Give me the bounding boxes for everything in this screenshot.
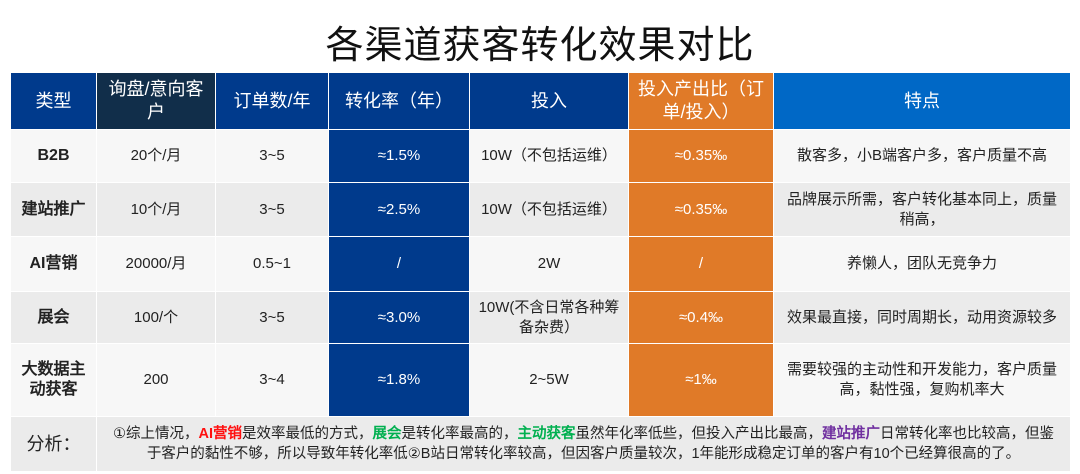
type-cell: B2B <box>10 129 97 183</box>
inquiry-cell: 20000/月 <box>96 236 216 292</box>
investment-cell: 2W <box>469 236 629 292</box>
analysis-segment: 虽然年化率低些，但投入产出比最高， <box>575 426 823 442</box>
analysis-segment: AI营销 <box>198 426 243 442</box>
investment-cell: 10W（不包括运维） <box>469 182 629 237</box>
table-row: 展会 100/个 3~5 ≈3.0% 10W(不含日常各种筹备杂费） ≈0.4‰ 效果最直接… <box>10 291 1071 344</box>
analysis-segment: 建站推广 <box>822 426 880 442</box>
analysis-label: 分析： <box>10 416 97 472</box>
header-orders: 订单数/年 <box>215 72 329 130</box>
conversion-cell: ≈1.5% <box>328 129 470 183</box>
conversion-cell: / <box>328 236 470 292</box>
type-cell: 大数据主动获客 <box>10 343 97 417</box>
roi-cell: ≈0.35‰ <box>628 129 774 183</box>
orders-cell: 3~5 <box>215 291 329 344</box>
inquiry-cell: 20个/月 <box>96 129 216 183</box>
header-row: 类型 询盘/意向客户 订单数/年 转化率（年） 投入 投入产出比（订单/投入） … <box>10 72 1071 130</box>
roi-cell: ≈1‰ <box>628 343 774 417</box>
type-cell: 建站推广 <box>10 182 97 237</box>
header-features: 特点 <box>773 72 1071 130</box>
inquiry-cell: 200 <box>96 343 216 417</box>
roi-cell: / <box>628 236 774 292</box>
features-cell: 效果最直接，同时周期长，动用资源较多 <box>773 291 1071 344</box>
conversion-cell: ≈2.5% <box>328 182 470 237</box>
features-cell: 养懒人，团队无竞争力 <box>773 236 1071 292</box>
analysis-segment: 主动获客 <box>517 426 576 442</box>
features-cell: 散客多，小B端客户多，客户质量不高 <box>773 129 1071 183</box>
analysis-segment: 是效率最低的方式， <box>242 426 373 442</box>
orders-cell: 0.5~1 <box>215 236 329 292</box>
features-cell: 需要较强的主动性和开发能力，客户质量高，黏性强，复购机率大 <box>773 343 1071 417</box>
analysis-segment: 是转化率最高的， <box>401 426 518 442</box>
roi-cell: ≈0.35‰ <box>628 182 774 237</box>
orders-cell: 3~5 <box>215 129 329 183</box>
roi-cell: ≈0.4‰ <box>628 291 774 344</box>
channel-comparison-table: 类型 询盘/意向客户 订单数/年 转化率（年） 投入 投入产出比（订单/投入） … <box>10 72 1071 472</box>
inquiry-cell: 100/个 <box>96 291 216 344</box>
analysis-text: ①综上情况，AI营销是效率最低的方式，展会是转化率最高的，主动获客虽然年化率低些… <box>96 416 1071 472</box>
header-roi: 投入产出比（订单/投入） <box>628 72 774 130</box>
investment-cell: 10W（不包括运维） <box>469 129 629 183</box>
table-row: B2B 20个/月 3~5 ≈1.5% 10W（不包括运维） ≈0.35‰ 散客多，小B端客… <box>10 129 1071 183</box>
inquiry-cell: 10个/月 <box>96 182 216 237</box>
orders-cell: 3~5 <box>215 182 329 237</box>
analysis-row: 分析： ①综上情况，AI营销是效率最低的方式，展会是转化率最高的，主动获客虽然年化… <box>10 416 1071 472</box>
table-row: AI营销 20000/月 0.5~1/2W / 养懒人，团队无竞争力 <box>10 236 1071 292</box>
type-cell: AI营销 <box>10 236 97 292</box>
orders-cell: 3~4 <box>215 343 329 417</box>
analysis-segment: ①综上情况， <box>113 426 199 442</box>
table-row: 建站推广 10个/月 3~5 ≈2.5% 10W（不包括运维） ≈0.35‰ 品牌展示所需，… <box>10 182 1071 237</box>
conversion-cell: ≈3.0% <box>328 291 470 344</box>
header-conversion: 转化率（年） <box>328 72 470 130</box>
type-cell: 展会 <box>10 291 97 344</box>
conversion-cell: ≈1.8% <box>328 343 470 417</box>
header-inquiry: 询盘/意向客户 <box>96 72 216 130</box>
header-type: 类型 <box>10 72 97 130</box>
header-investment: 投入 <box>469 72 629 130</box>
analysis-segment: 展会 <box>372 426 402 442</box>
investment-cell: 2~5W <box>469 343 629 417</box>
page-title: 各渠道获客转化效果对比 <box>325 25 755 67</box>
features-cell: 品牌展示所需，客户转化基本同上，质量稍高， <box>773 182 1071 237</box>
table-row: 大数据主动获客 200 3~4 ≈1.8% 2~5W ≈1‰ 需要较强的主动性和开发能力，客… <box>10 343 1071 417</box>
analysis-segment: 日常转化率也比较高，但鉴于客户的黏性不够，所以导致年转化率低②B站日常转化率较高… <box>146 426 1054 462</box>
investment-cell: 10W(不含日常各种筹备杂费） <box>469 291 629 344</box>
